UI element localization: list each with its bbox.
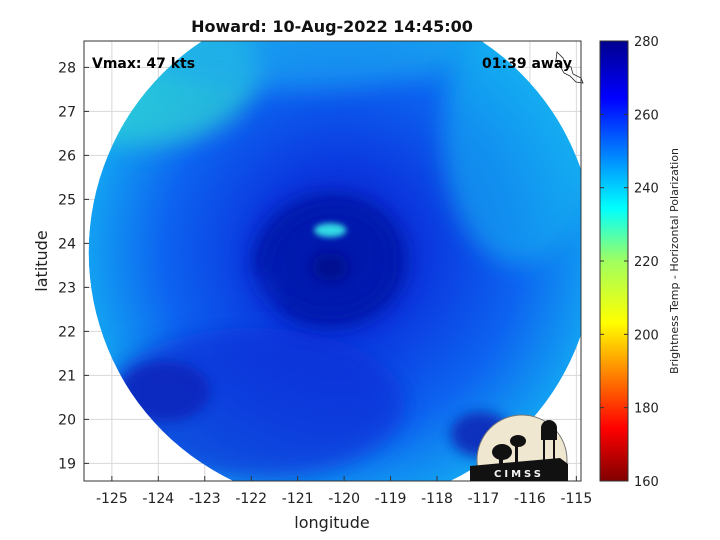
y-tick-label: 27 [58,104,76,120]
spiral-band [253,195,403,325]
storm-center [312,253,349,281]
time-away-annotation: 01:39 away [482,56,572,72]
plot-frame [83,40,582,482]
colorbar-tick-label: 200 [634,328,659,343]
colorbar-ticks: 160 180 200 220 240 260 280 [600,35,659,490]
x-tick-label: -121 [282,491,314,507]
x-tick-label: -120 [328,491,360,507]
x-axis-ticks: -125 -124 -123 -122 -121 -120 -119 -118 -117 -116… [96,476,592,507]
vmax-annotation: Vmax: 47 kts [92,56,195,72]
colorbar [599,40,629,482]
y-tick-label: 25 [58,192,76,208]
y-tick-label: 19 [58,456,76,472]
colorbar-tick-label: 220 [634,255,659,270]
warm-spot [314,223,347,238]
y-tick-label: 28 [58,60,76,76]
chart-title: Howard: 10-Aug-2022 14:45:00 [191,17,473,36]
x-tick-label: -118 [421,491,453,507]
colorbar-tick-label: 280 [634,35,659,50]
colorbar-tick-label: 260 [634,108,659,123]
cimss-logo: CIMSS [470,414,568,481]
y-tick-label: 23 [58,280,76,296]
x-tick-label: -116 [514,491,546,507]
x-tick-label: -119 [375,491,407,507]
colorbar-tick-label: 180 [634,402,659,417]
x-axis-label: longitude [294,513,369,532]
colorbar-tick-label: 160 [634,475,659,490]
x-tick-label: -125 [96,491,128,507]
y-axis-label: latitude [32,230,51,291]
y-tick-label: 26 [58,148,76,164]
x-tick-label: -122 [235,491,267,507]
y-tick-label: 21 [58,368,76,384]
cool-band-north [113,41,469,91]
colorbar-label: Brightness Temp - Horizontal Polarizatio… [668,148,681,374]
y-tick-label: 24 [58,236,76,252]
cimss-logo-text: CIMSS [494,469,544,480]
x-tick-label: -115 [560,491,592,507]
y-tick-label: 22 [58,324,76,340]
y-tick-label: 20 [58,412,76,428]
colorbar-tick-label: 240 [634,182,659,197]
x-tick-label: -123 [189,491,221,507]
coastline [555,51,584,84]
x-tick-label: -124 [142,491,174,507]
rainband-cell-sw [119,361,211,422]
x-tick-label: -117 [468,491,500,507]
microwave-swath [88,41,581,481]
y-axis-ticks: 19 20 21 22 23 24 25 26 27 28 [58,60,89,472]
